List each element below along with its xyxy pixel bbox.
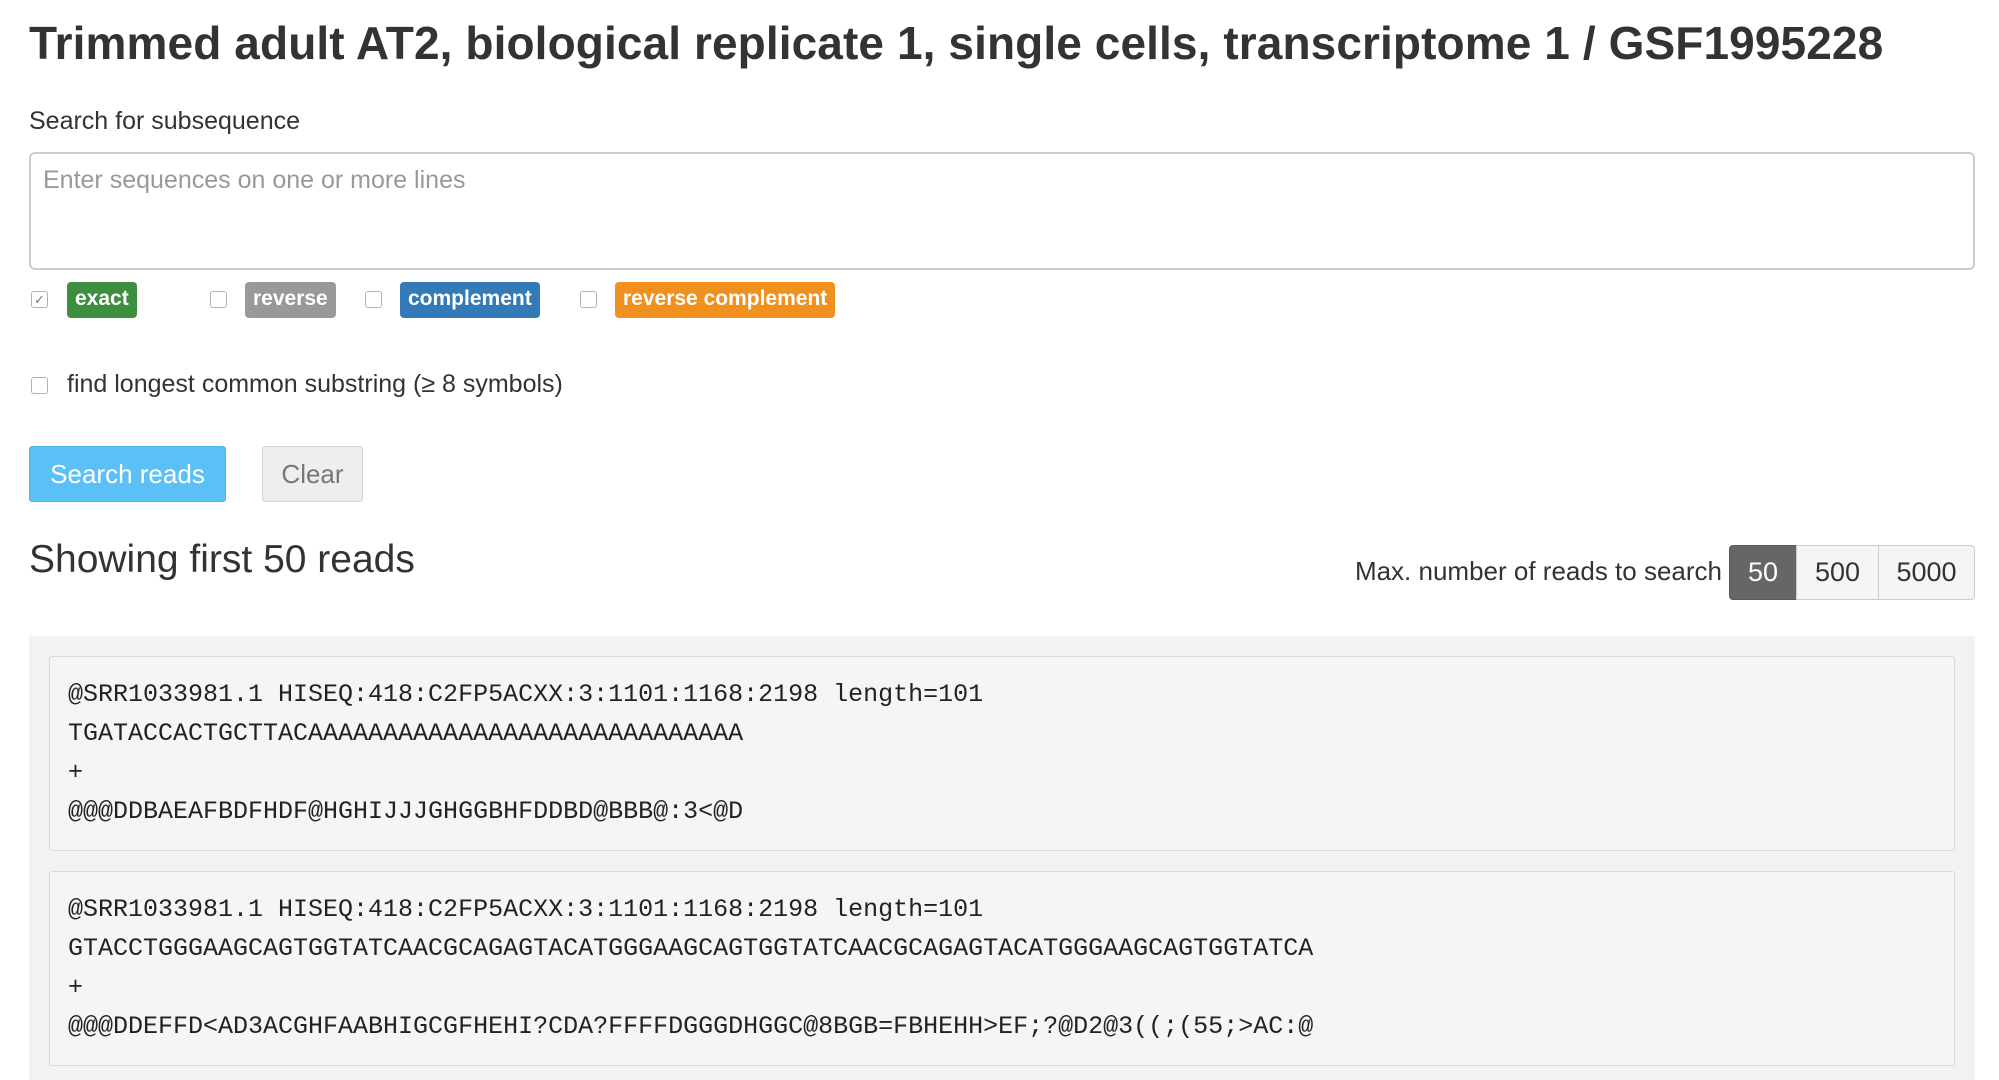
read-record: @SRR1033981.1 HISEQ:418:C2FP5ACXX:3:1101…: [49, 871, 1955, 1066]
reverse-badge: reverse: [245, 282, 336, 318]
search-label: Search for subsequence: [29, 107, 301, 135]
clear-button[interactable]: Clear: [262, 446, 363, 502]
read-header: @SRR1033981.1 HISEQ:418:C2FP5ACXX:3:1101…: [68, 895, 984, 924]
longest-common-substring-option: find longest common substring (≥ 8 symbo…: [29, 368, 929, 404]
limit-5000-button[interactable]: 5000: [1878, 545, 1975, 600]
read-quality: @@@DDBAEAFBDFHDF@HGHIJJJGHGGBHFDDBD@BBB@…: [68, 797, 744, 826]
reverse-complement-checkbox[interactable]: [580, 291, 597, 308]
read-header: @SRR1033981.1 HISEQ:418:C2FP5ACXX:3:1101…: [68, 680, 984, 709]
read-record: @SRR1033981.1 HISEQ:418:C2FP5ACXX:3:1101…: [49, 656, 1955, 851]
complement-checkbox[interactable]: [365, 291, 382, 308]
sequence-search-input[interactable]: [29, 152, 1975, 270]
reverse-checkbox[interactable]: [210, 291, 227, 308]
page-title: Trimmed adult AT2, biological replicate …: [29, 17, 1884, 69]
limit-500-button[interactable]: 500: [1796, 545, 1879, 600]
results-heading: Showing first 50 reads: [29, 538, 415, 581]
max-reads-selector: 50 500 5000: [1729, 545, 1975, 600]
read-sequence: TGATACCACTGCTTACAAAAAAAAAAAAAAAAAAAAAAAA…: [68, 719, 744, 748]
search-reads-button[interactable]: Search reads: [29, 446, 226, 502]
longest-common-substring-label: find longest common substring (≥ 8 symbo…: [67, 370, 563, 398]
read-separator: +: [68, 973, 84, 1002]
max-reads-label: Max. number of reads to search: [1354, 556, 1722, 586]
complement-badge: complement: [400, 282, 540, 318]
exact-checkbox[interactable]: ✓: [31, 291, 48, 308]
limit-50-button[interactable]: 50: [1729, 545, 1797, 600]
read-sequence: GTACCTGGGAAGCAGTGGTATCAACGCAGAGTACATGGGA…: [68, 934, 1314, 963]
longest-common-substring-checkbox[interactable]: [31, 377, 48, 394]
read-quality: @@@DDEFFD<AD3ACGHFAABHIGCGFHEHI?CDA?FFFF…: [68, 1012, 1314, 1041]
exact-badge: exact: [67, 282, 137, 318]
match-options: ✓ exact reverse complement reverse compl…: [29, 282, 929, 318]
read-separator: +: [68, 758, 84, 787]
reverse-complement-badge: reverse complement: [615, 282, 836, 318]
reads-panel: @SRR1033981.1 HISEQ:418:C2FP5ACXX:3:1101…: [29, 636, 1975, 1080]
